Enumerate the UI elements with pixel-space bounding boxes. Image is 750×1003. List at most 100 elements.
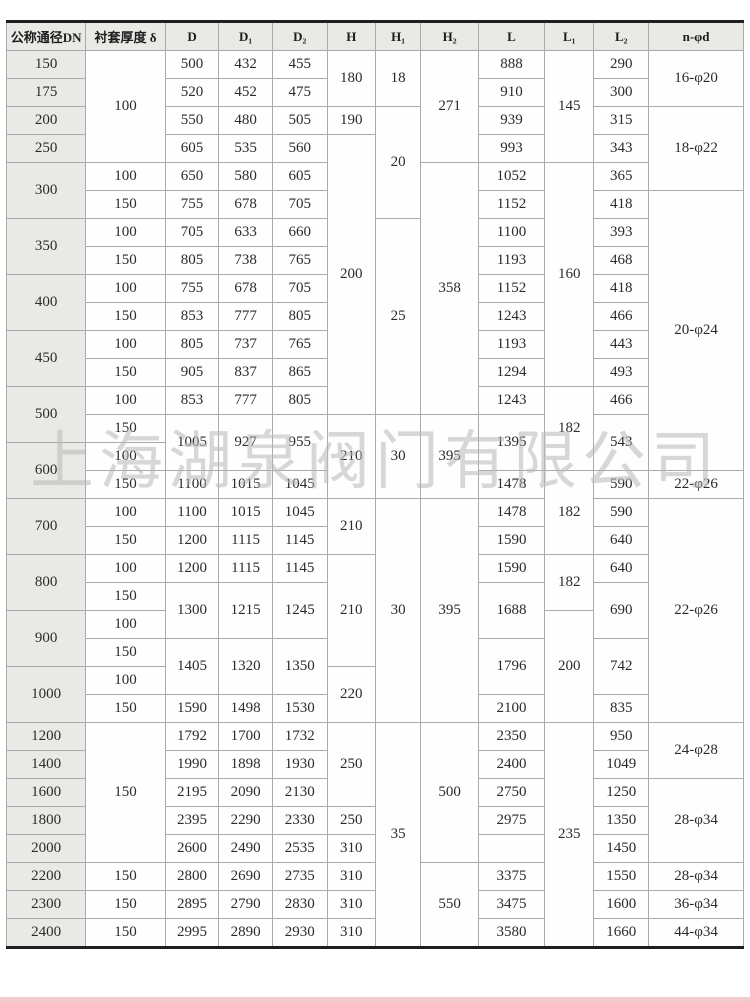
data-cell: 2490	[218, 834, 273, 863]
data-cell: 1193	[478, 330, 545, 359]
data-cell: 640	[593, 554, 650, 583]
data-cell: 2535	[271, 834, 328, 863]
data-cell: 660	[271, 218, 328, 247]
data-cell: 805	[164, 330, 220, 359]
header-row: 公称通径DN 衬套厚度 δ D D₁ D₂ H H₁ H₂ L L₁ L₂ n-φd	[5, 21, 744, 51]
data-cell: 835	[593, 694, 650, 723]
data-cell: 2400	[478, 750, 545, 779]
data-cell: 100	[85, 666, 166, 695]
data-cell: 1294	[478, 358, 545, 387]
data-cell: 30	[374, 498, 422, 723]
table-row: 2400 150 2995 2890 2930 310 3580 1660 44-φ34	[5, 918, 744, 948]
data-cell: 150	[85, 414, 166, 443]
data-cell: 150	[85, 918, 166, 948]
data-cell: 182	[543, 554, 595, 611]
data-cell: 395	[420, 414, 480, 499]
data-cell: 160	[543, 162, 595, 387]
header-cell: H₂	[420, 21, 480, 51]
data-cell: 1215	[218, 582, 273, 639]
data-cell: 210	[326, 498, 376, 555]
data-cell: 2130	[271, 778, 328, 807]
data-cell: 150	[85, 722, 166, 863]
data-cell: 742	[593, 638, 650, 695]
data-cell: 395	[420, 498, 480, 723]
data-cell: 2830	[271, 890, 328, 919]
data-cell: 1152	[478, 190, 545, 219]
data-cell: 1478	[478, 470, 545, 499]
data-cell: 100	[85, 442, 166, 471]
table-row: 2300 150 2895 2790 2830 310 3475 1600 36-φ34	[5, 890, 744, 919]
spec-table-wrapper: 公称通径DN 衬套厚度 δ D D₁ D₂ H H₁ H₂ L L₁ L₂ n-φd 150 100 50…	[5, 20, 745, 949]
data-cell: 705	[271, 190, 328, 219]
data-cell: 1045	[271, 498, 328, 527]
data-cell: 432	[218, 50, 273, 79]
header-cell: H	[326, 21, 376, 51]
data-cell: 520	[164, 78, 220, 107]
table-row: 500 100 853 777 805 1243 182 466	[5, 386, 744, 471]
dn-cell: 2300	[5, 890, 87, 919]
data-cell: 358	[420, 162, 480, 415]
header-cell: D	[164, 21, 220, 51]
data-cell: 853	[164, 386, 220, 415]
data-cell: 955	[271, 414, 328, 471]
data-cell: 343	[593, 134, 650, 163]
data-cell: 765	[271, 246, 328, 275]
data-cell: 220	[326, 666, 376, 723]
table-row: 900 100 200	[5, 610, 744, 723]
data-cell: 1245	[271, 582, 328, 639]
data-cell: 1796	[478, 638, 545, 695]
data-cell: 678	[218, 274, 273, 303]
data-cell: 3475	[478, 890, 545, 919]
data-cell: 805	[164, 246, 220, 275]
data-cell: 150	[85, 190, 166, 219]
data-cell: 271	[420, 50, 480, 163]
table-row: 1000 100 220	[5, 666, 744, 723]
table-row: 250 605 535 560 200 993 343	[5, 134, 744, 415]
header-cell: 衬套厚度 δ	[85, 21, 166, 51]
data-cell: 1200	[164, 554, 220, 583]
data-cell: 2600	[164, 834, 220, 863]
data-cell: 605	[271, 162, 328, 191]
table-row: 200 550 480 505 190 20 939 315 18-φ22	[5, 106, 744, 219]
table-row: 1600 2195 2090 2130 2750 1250 28-φ34	[5, 778, 744, 863]
header-cell: L	[478, 21, 545, 51]
dn-cell: 800	[5, 554, 87, 611]
data-cell: 180	[326, 50, 376, 107]
data-cell: 24-φ28	[648, 722, 744, 779]
data-cell: 2090	[218, 778, 273, 807]
data-cell: 150	[85, 526, 166, 555]
table-row: 400 100 755 678 705 1152 418	[5, 274, 744, 331]
data-cell: 905	[164, 358, 220, 387]
data-cell: 210	[326, 414, 376, 499]
data-cell: 755	[164, 274, 220, 303]
data-cell: 1100	[478, 218, 545, 247]
data-cell: 1990	[164, 750, 220, 779]
data-cell: 1590	[478, 554, 545, 583]
data-cell: 1200	[164, 526, 220, 555]
table-header: 公称通径DN 衬套厚度 δ D D₁ D₂ H H₁ H₂ L L₁ L₂ n-φd	[5, 21, 744, 51]
data-cell	[478, 834, 545, 863]
dn-cell: 1200	[5, 722, 87, 751]
valve-spec-table: 公称通径DN 衬套厚度 δ D D₁ D₂ H H₁ H₂ L L₁ L₂ n-φd 150 100 50…	[5, 20, 744, 949]
data-cell: 738	[218, 246, 273, 275]
data-cell: 550	[420, 862, 480, 948]
dn-cell: 900	[5, 610, 87, 667]
data-cell: 30	[374, 414, 422, 499]
data-cell: 36-φ34	[648, 890, 744, 919]
data-cell: 777	[218, 302, 273, 331]
data-cell: 310	[326, 918, 376, 948]
data-cell: 690	[593, 582, 650, 639]
data-cell: 2890	[218, 918, 273, 948]
data-cell: 640	[593, 526, 650, 555]
data-cell: 865	[271, 358, 328, 387]
data-cell: 1688	[478, 582, 545, 639]
data-cell: 28-φ34	[648, 778, 744, 863]
data-cell: 190	[326, 106, 376, 135]
data-cell: 2395	[164, 806, 220, 835]
data-cell: 455	[271, 50, 328, 79]
table-row: 150 853 777 805 1243 466	[7, 302, 744, 331]
data-cell: 150	[85, 246, 166, 275]
data-cell: 452	[218, 78, 273, 107]
data-cell: 1550	[593, 862, 650, 891]
dn-cell: 400	[5, 274, 87, 331]
